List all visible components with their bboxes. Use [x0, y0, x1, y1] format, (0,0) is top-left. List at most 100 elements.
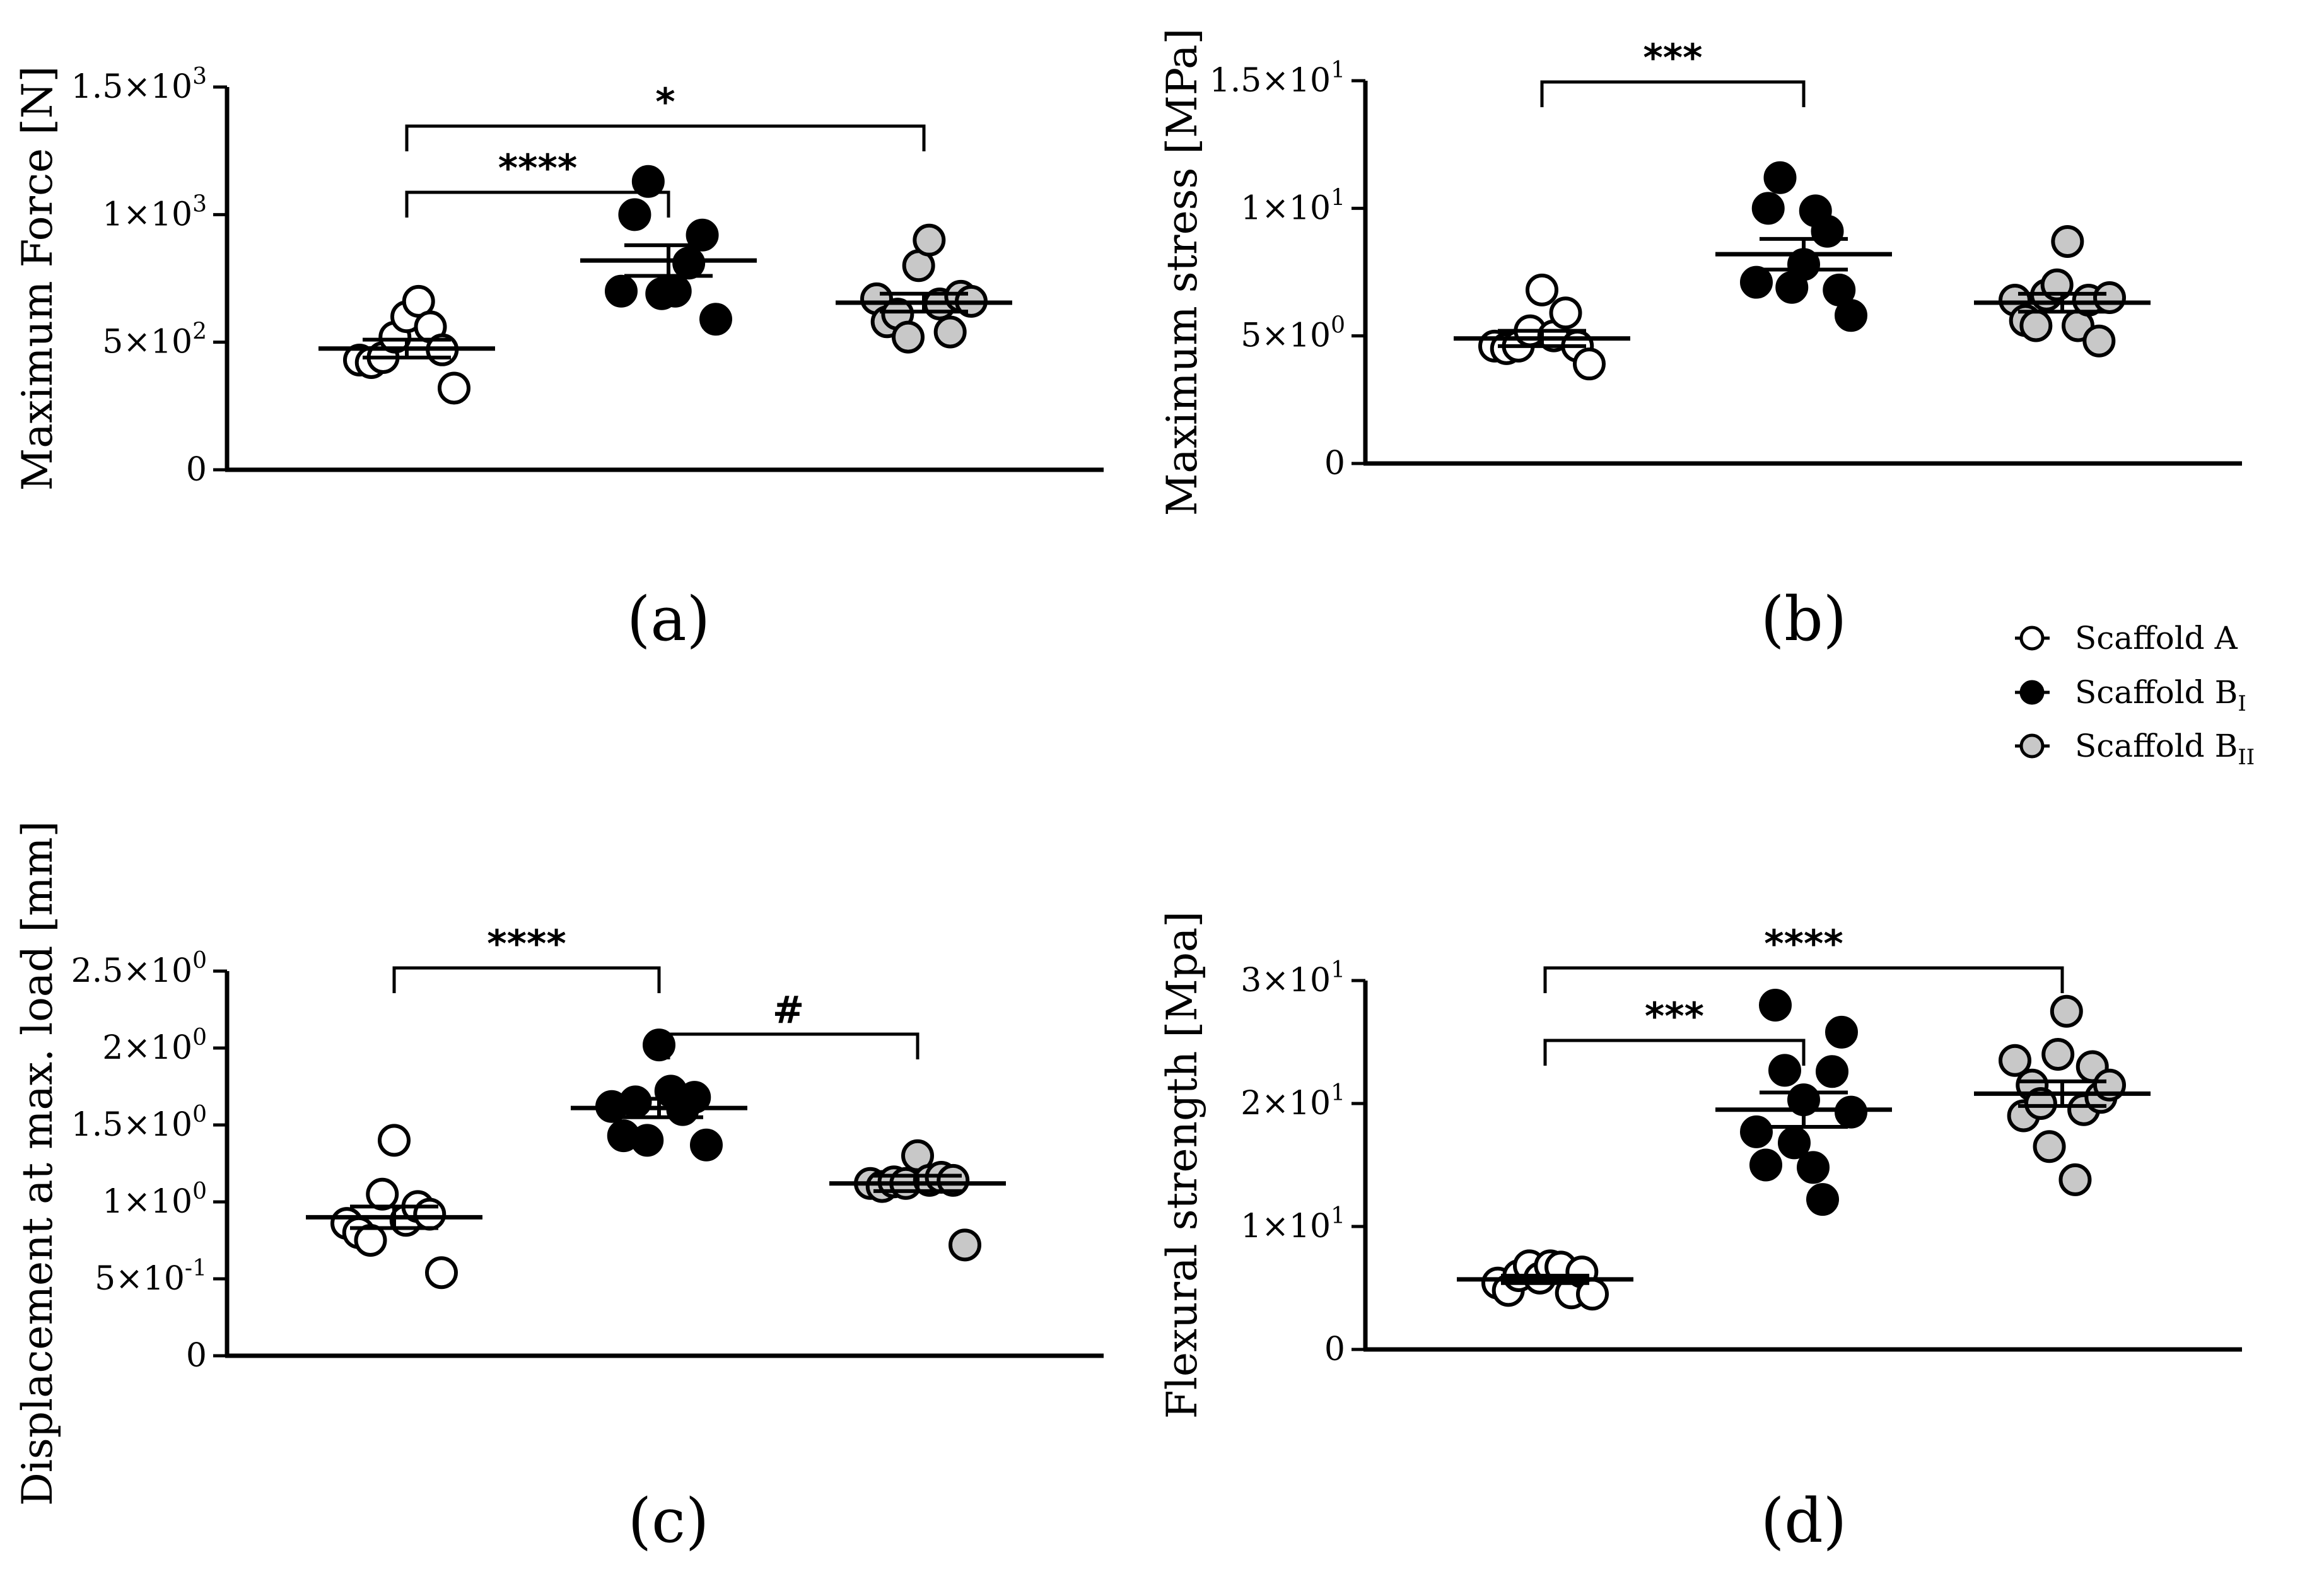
y-tick-label: 1.5×100: [71, 1102, 207, 1144]
y-tick-label: 5×102: [102, 319, 207, 361]
significance-bracket: [667, 1032, 920, 1059]
data-point: [892, 320, 925, 354]
significance-label: *: [655, 80, 675, 124]
data-point: [366, 1177, 399, 1211]
data-point: [690, 1128, 723, 1162]
data-point: [1549, 296, 1582, 330]
y-tick-label: 2×101: [1241, 1080, 1345, 1122]
significance-label: ****: [1764, 922, 1843, 966]
data-point: [1797, 1151, 1830, 1184]
data-point: [631, 165, 665, 198]
legend-label: Scaffold A: [2075, 620, 2238, 656]
legend-marker: [2019, 733, 2045, 759]
significance-label: ****: [498, 146, 578, 190]
y-axis-label: Displacement at max. load [mm]: [13, 821, 62, 1506]
legend: Scaffold A Scaffold BI Scaffold BII: [2015, 620, 2255, 770]
data-point: [686, 218, 719, 252]
data-point: [2082, 324, 2116, 358]
y-tick-label: 1.5×103: [71, 64, 207, 106]
y-tick-label: 1.5×101: [1210, 57, 1345, 100]
data-point: [1768, 1054, 1801, 1087]
panel-label: (a): [627, 584, 710, 655]
data-point: [1811, 214, 1844, 248]
y-tick-label: 1×103: [102, 191, 207, 233]
panel-label: (c): [628, 1486, 709, 1556]
legend-label: Scaffold BI: [2075, 674, 2246, 716]
data-point: [1835, 299, 1867, 332]
data-point: [2050, 994, 2083, 1028]
y-tick-label: 0: [186, 1337, 207, 1375]
data-point: [2093, 281, 2126, 314]
data-point: [1806, 1183, 1839, 1216]
data-point: [1740, 1115, 1773, 1148]
data-point: [699, 303, 732, 336]
data-point: [605, 274, 638, 308]
data-point: [1749, 1148, 1782, 1182]
data-point: [937, 1163, 970, 1197]
significance-label: #: [773, 988, 804, 1032]
data-point: [672, 247, 706, 280]
y-tick-label: 1×101: [1241, 1203, 1345, 1245]
legend-label: Scaffold BII: [2075, 728, 2255, 770]
significance-bracket: [1540, 80, 1806, 107]
data-point: [658, 274, 692, 308]
significance-bracket: [405, 190, 670, 218]
data-point: [1573, 347, 1606, 381]
data-point: [1751, 192, 1785, 225]
data-point: [643, 1028, 675, 1062]
data-point: [1835, 1095, 1867, 1129]
y-tick-label: 2.5×100: [71, 948, 207, 990]
data-point: [1816, 1055, 1848, 1088]
y-tick-label: 1×100: [102, 1179, 207, 1221]
legend-marker: [2019, 680, 2045, 705]
y-tick-label: 5×100: [1241, 313, 1345, 355]
data-point: [2019, 309, 2053, 342]
data-point: [1825, 1015, 1858, 1049]
legend-marker: [2019, 626, 2045, 651]
data-point: [413, 1197, 447, 1231]
significance-bracket: [405, 124, 926, 151]
data-point: [913, 223, 946, 257]
data-point: [425, 1256, 458, 1290]
y-axis-label: Maximum Force [N]: [13, 66, 62, 491]
data-point: [378, 1124, 411, 1157]
data-point: [1999, 1044, 2031, 1077]
panel-c-chart: 0 5×10-1 1×100 1.5×100 2×100 2.5×100Displacem…: [13, 821, 1104, 1556]
data-point: [1778, 1126, 1811, 1160]
data-point: [1759, 989, 1792, 1022]
data-point: [2033, 1130, 2066, 1163]
data-point: [2041, 1038, 2075, 1071]
y-tick-label: 0: [1324, 445, 1345, 482]
significance-label: ***: [1645, 994, 1704, 1039]
data-point: [2051, 224, 2084, 258]
data-point: [1763, 161, 1797, 194]
data-point: [1526, 273, 1558, 306]
data-point: [438, 371, 470, 405]
y-tick-label: 0: [1324, 1331, 1345, 1368]
significance-label: ****: [487, 922, 566, 966]
y-tick-label: 0: [186, 451, 207, 489]
y-tick-label: 5×10-1: [95, 1255, 207, 1298]
data-point: [354, 1224, 387, 1257]
significance-label: ***: [1643, 36, 1702, 80]
y-axis-label: Flexural strength [Mpa]: [1158, 911, 1206, 1419]
y-tick-label: 2×100: [102, 1025, 207, 1067]
data-point: [631, 1124, 664, 1157]
y-axis-label: Maximum stress [MPa]: [1158, 28, 1206, 516]
data-point: [2024, 1087, 2057, 1120]
data-point: [2058, 1163, 2092, 1196]
panel-label: (d): [1761, 1486, 1847, 1556]
y-tick-label: 3×101: [1241, 957, 1345, 999]
panel-label: (b): [1761, 584, 1847, 655]
y-tick-label: 1×101: [1241, 185, 1345, 227]
data-point: [618, 198, 651, 231]
panel-d-chart: 0 1×101 2×101 3×101 Flexural strength [Mpa] (…: [1158, 911, 2242, 1556]
significance-bracket: [392, 966, 661, 993]
data-point: [933, 315, 967, 349]
data-point: [949, 1228, 981, 1262]
data-point: [1740, 265, 1773, 299]
significance-bracket: [1543, 966, 2064, 993]
